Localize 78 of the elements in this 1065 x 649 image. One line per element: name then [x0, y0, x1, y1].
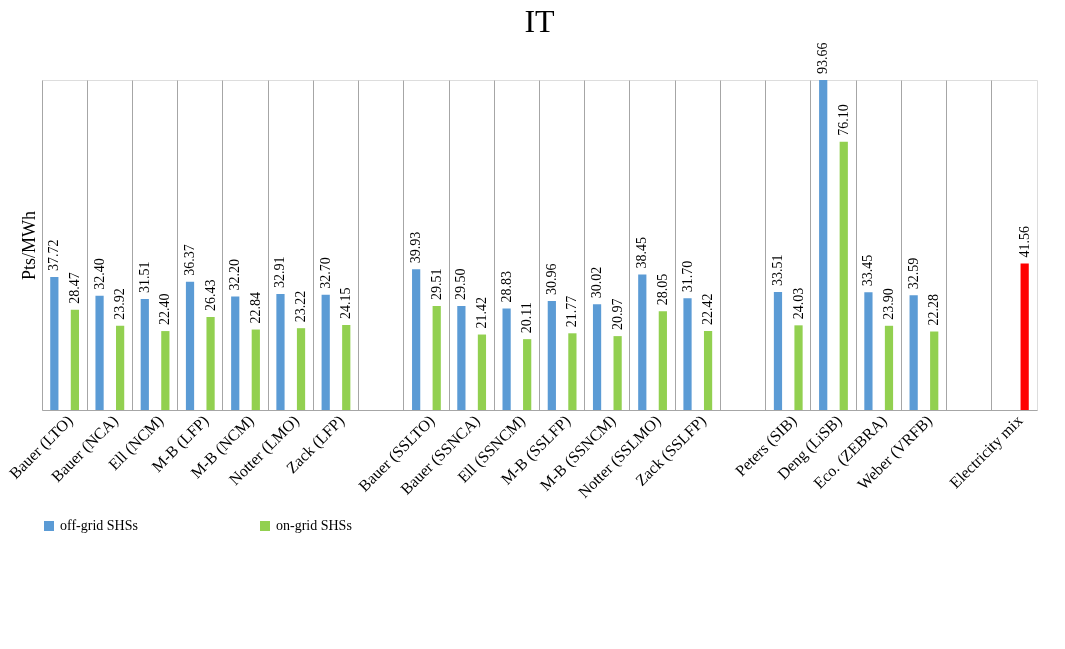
data-label: 32.70 — [317, 257, 333, 289]
data-label: 28.47 — [66, 272, 82, 304]
bar — [457, 306, 466, 410]
bar — [839, 141, 848, 410]
bar — [296, 328, 306, 410]
bar — [568, 333, 577, 410]
bar — [592, 304, 602, 410]
bar — [276, 294, 285, 410]
bar — [683, 298, 692, 410]
data-label: 36.37 — [182, 244, 198, 276]
data-label: 41.56 — [1016, 226, 1032, 258]
data-label: 31.51 — [136, 261, 152, 293]
bar — [703, 331, 713, 410]
data-label: 23.92 — [112, 288, 128, 320]
bar — [70, 309, 79, 410]
bar — [547, 300, 556, 410]
y-axis-title: Pts/MWh — [18, 210, 39, 281]
bar — [523, 339, 532, 410]
data-label: 33.51 — [769, 254, 785, 286]
data-label: 28.05 — [654, 273, 670, 306]
data-label: 32.91 — [272, 256, 288, 289]
chart-title: IT — [524, 2, 556, 39]
data-label: 22.84 — [247, 292, 263, 324]
bar — [638, 274, 647, 410]
data-label: 32.40 — [91, 258, 107, 290]
bar — [50, 277, 59, 410]
data-label: 38.45 — [634, 237, 650, 269]
bar — [412, 269, 421, 410]
bar — [206, 316, 215, 410]
bar — [794, 325, 803, 410]
data-label: 22.28 — [926, 294, 942, 326]
bar — [432, 306, 441, 410]
bar — [819, 80, 828, 410]
bar — [321, 294, 330, 410]
bar — [140, 298, 149, 410]
data-label: 24.15 — [338, 287, 354, 319]
bar — [185, 281, 195, 410]
bar — [342, 324, 351, 410]
bar — [1020, 263, 1029, 410]
bar — [930, 331, 939, 410]
bar — [909, 295, 918, 410]
data-label: 29.50 — [453, 268, 469, 301]
bar — [231, 296, 240, 410]
data-label: 22.40 — [157, 293, 173, 326]
bar — [502, 308, 511, 410]
data-label: 30.02 — [589, 266, 605, 299]
legend-label: off-grid SHSs — [60, 518, 138, 533]
bar — [95, 295, 104, 410]
bar — [773, 291, 783, 410]
bar — [116, 325, 125, 410]
data-label: 31.70 — [679, 260, 695, 293]
data-label: 24.03 — [790, 287, 806, 320]
data-label: 23.22 — [293, 290, 309, 323]
bar — [477, 334, 487, 410]
data-label: 39.93 — [408, 231, 424, 264]
data-label: 20.97 — [609, 298, 625, 331]
data-label: 23.90 — [880, 288, 896, 320]
data-label: 26.43 — [202, 279, 218, 311]
data-label: 21.42 — [473, 297, 489, 329]
bar — [613, 336, 622, 410]
bar — [864, 292, 873, 410]
data-label: 28.83 — [498, 270, 514, 303]
bar — [658, 311, 667, 410]
data-label: 33.45 — [860, 254, 876, 287]
data-label: 37.72 — [46, 239, 62, 272]
data-label: 29.51 — [428, 268, 444, 301]
data-label: 76.10 — [835, 104, 851, 136]
data-label: 93.66 — [815, 42, 831, 74]
bar — [884, 325, 894, 410]
data-label: 30.96 — [543, 263, 559, 295]
bar — [251, 329, 260, 410]
data-label: 20.11 — [519, 302, 535, 334]
data-label: 32.59 — [905, 257, 921, 290]
data-label: 22.42 — [700, 293, 716, 326]
data-label: 32.20 — [227, 259, 243, 291]
bar — [161, 331, 170, 410]
legend-label: on-grid SHSs — [276, 518, 352, 533]
data-label: 21.77 — [564, 295, 580, 328]
